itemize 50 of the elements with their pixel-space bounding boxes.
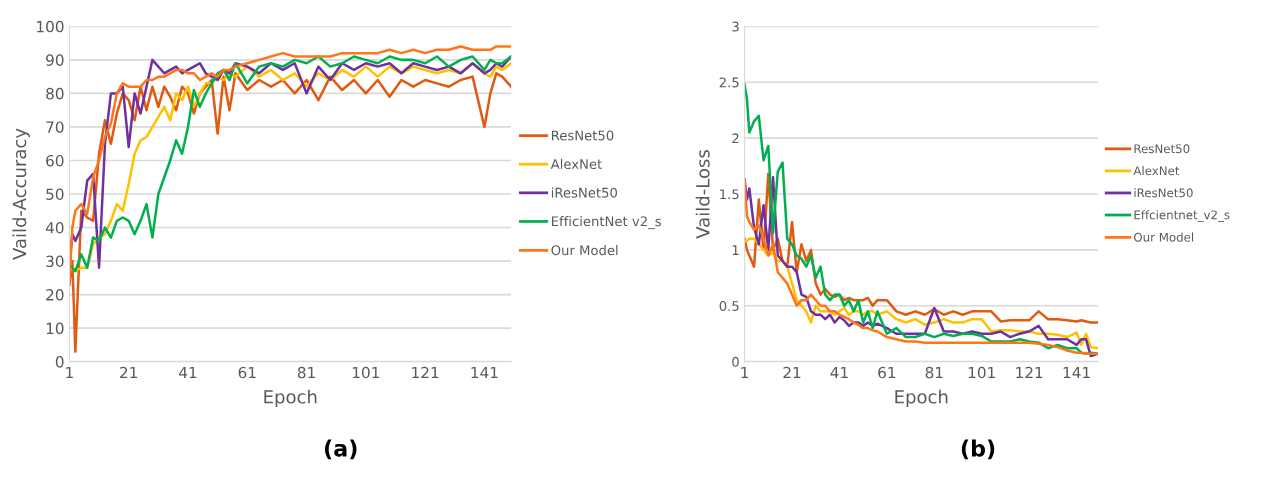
legend-label: Effcientnet_v2_s xyxy=(1134,210,1230,222)
x-tick-label: 121 xyxy=(412,366,439,379)
x-tick-label: 41 xyxy=(830,366,848,379)
y-tick-label: 50 xyxy=(46,188,64,201)
legend-label: ResNet50 xyxy=(1134,144,1190,154)
x-tick-label: 41 xyxy=(179,366,197,379)
x-axis-title: Epoch xyxy=(264,389,317,408)
legend-label: ResNet50 xyxy=(551,130,614,141)
legend-label: AlexNet xyxy=(1133,166,1180,176)
text: (a) xyxy=(325,439,357,460)
text: (b) xyxy=(961,439,995,460)
x-tick-label: 1 xyxy=(66,366,73,379)
legend-label: iResNet50 xyxy=(1134,188,1193,198)
y-tick-label: 0 xyxy=(732,356,739,367)
y-tick-label: 1 xyxy=(732,245,739,255)
legend-label: AlexNet xyxy=(550,158,602,170)
x-tick-label: 81 xyxy=(297,366,315,379)
x-tick-label: 141 xyxy=(1063,366,1090,379)
x-axis-title: Epoch xyxy=(895,389,948,408)
y-axis-title: Vaild-Accuracy xyxy=(12,128,30,260)
x-tick-label: 141 xyxy=(471,366,498,379)
y-tick-label: 2 xyxy=(732,133,739,144)
y-tick-label: 1.5 xyxy=(720,189,739,200)
legend-label: Our Model xyxy=(551,245,618,256)
y-tick-label: 40 xyxy=(45,221,64,234)
y-tick-label: 100 xyxy=(37,20,64,33)
y-axis-title: Vaild-Loss xyxy=(695,150,710,239)
y-tick-label: 10 xyxy=(46,322,64,335)
y-tick-label: 2.5 xyxy=(719,77,739,88)
legend-label: iResNet50 xyxy=(551,187,617,198)
x-tick-label: 61 xyxy=(878,366,896,379)
y-tick-label: 80 xyxy=(46,87,64,100)
legend-label: EfficientNet v2_s xyxy=(551,216,661,230)
y-tick-label: 20 xyxy=(46,289,64,301)
x-tick-label: 61 xyxy=(238,366,256,379)
x-tick-label: 101 xyxy=(968,366,995,379)
x-tick-label: 101 xyxy=(352,366,380,379)
y-tick-label: 0 xyxy=(55,356,64,368)
y-tick-label: 90 xyxy=(46,54,64,66)
x-tick-label: 1 xyxy=(741,366,749,379)
legend-label: Our Model xyxy=(1134,232,1194,242)
y-tick-label: 3 xyxy=(732,21,739,32)
x-tick-label: 121 xyxy=(1016,366,1043,379)
x-tick-label: 21 xyxy=(120,366,138,379)
x-tick-label: 81 xyxy=(925,366,943,379)
y-tick-label: 70 xyxy=(46,121,64,133)
y-tick-label: 60 xyxy=(46,154,64,167)
y-tick-label: 0.5 xyxy=(719,300,739,311)
x-tick-label: 21 xyxy=(783,366,801,379)
y-tick-label: 30 xyxy=(46,255,64,268)
